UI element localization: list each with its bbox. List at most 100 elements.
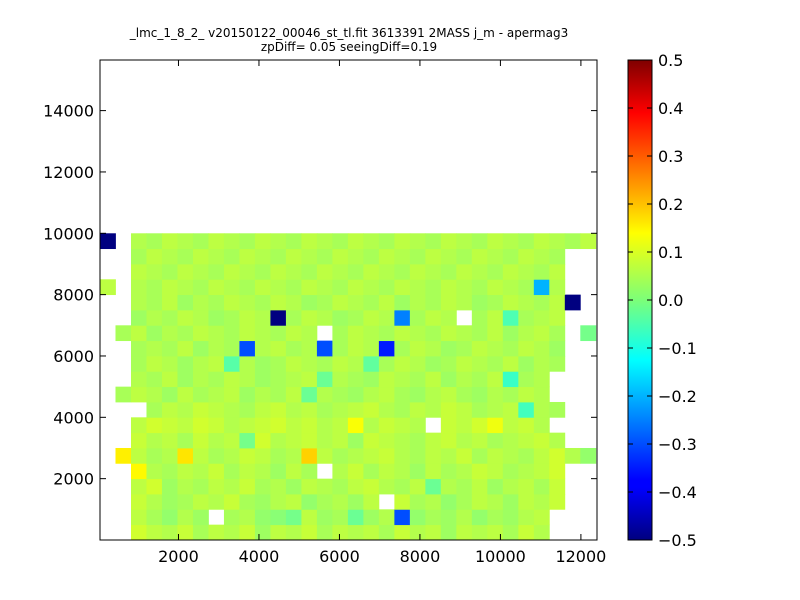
- heatmap-cell: [425, 263, 442, 280]
- heatmap-cell: [363, 263, 380, 280]
- heatmap-cell: [394, 340, 411, 357]
- heatmap-cell: [502, 463, 519, 480]
- heatmap-cell: [223, 340, 240, 357]
- heatmap-cell: [254, 248, 271, 265]
- title-line-2: zpDiff= 0.05 seeingDiff=0.19: [261, 40, 437, 54]
- heatmap-cell: [316, 401, 333, 418]
- heatmap-cell: [239, 325, 256, 342]
- heatmap-cell: [223, 325, 240, 342]
- heatmap-cell: [394, 417, 411, 434]
- heatmap-cell: [549, 248, 566, 265]
- heatmap-cell: [502, 509, 519, 526]
- heatmap-cell: [471, 309, 488, 326]
- heatmap-cell: [146, 463, 163, 480]
- heatmap-cell: [549, 401, 566, 418]
- heatmap-cell: [161, 509, 178, 526]
- heatmap-cell: [301, 478, 318, 495]
- heatmap-cell: [347, 325, 364, 342]
- heatmap-cell: [502, 279, 519, 296]
- heatmap-cell: [316, 371, 333, 388]
- heatmap-cell: [564, 447, 581, 464]
- heatmap-cell: [440, 279, 457, 296]
- heatmap-cell: [177, 524, 194, 541]
- heatmap-cell: [518, 478, 535, 495]
- heatmap-cell: [347, 463, 364, 480]
- heatmap-cell: [208, 386, 225, 403]
- heatmap-cell: [440, 294, 457, 311]
- heatmap-cell: [471, 478, 488, 495]
- x-tick-label: 8000: [400, 547, 441, 566]
- heatmap-cell: [487, 279, 504, 296]
- heatmap-cell: [425, 340, 442, 357]
- heatmap-cell: [316, 279, 333, 296]
- heatmap-cell: [208, 447, 225, 464]
- heatmap-cell: [332, 447, 349, 464]
- heatmap-cell: [270, 493, 287, 510]
- heatmap-cell: [440, 325, 457, 342]
- heatmap-cell: [378, 263, 395, 280]
- heatmap-cell: [177, 263, 194, 280]
- heatmap-cell: [533, 509, 550, 526]
- heatmap-cell: [425, 371, 442, 388]
- heatmap-cell: [440, 524, 457, 541]
- heatmap-cell: [177, 478, 194, 495]
- heatmap-cell: [549, 432, 566, 449]
- heatmap-cell: [223, 294, 240, 311]
- heatmap-cell: [254, 478, 271, 495]
- heatmap-cell: [254, 401, 271, 418]
- heatmap-cell: [440, 248, 457, 265]
- heatmap-cell: [347, 355, 364, 372]
- heatmap-cell: [285, 233, 302, 250]
- heatmap-cell: [425, 493, 442, 510]
- heatmap-cell: [285, 279, 302, 296]
- heatmap-cell: [161, 233, 178, 250]
- heatmap-cell: [161, 309, 178, 326]
- heatmap-cell: [130, 493, 147, 510]
- heatmap-cell: [425, 309, 442, 326]
- heatmap-cell: [471, 233, 488, 250]
- heatmap-cell: [146, 309, 163, 326]
- heatmap-cell: [549, 478, 566, 495]
- heatmap-cell: [518, 463, 535, 480]
- heatmap-cell: [239, 432, 256, 449]
- heatmap-cell: [502, 478, 519, 495]
- heatmap-cells: [100, 233, 597, 541]
- heatmap-cell: [394, 432, 411, 449]
- heatmap-cell: [115, 386, 132, 403]
- heatmap-cell: [363, 478, 380, 495]
- heatmap-cell: [301, 263, 318, 280]
- heatmap-cell: [471, 493, 488, 510]
- heatmap-cell: [409, 294, 426, 311]
- y-axis: 2000 4000 6000 8000 10000 12000 14000: [43, 102, 597, 489]
- heatmap-cell: [518, 493, 535, 510]
- chart-title: _lmc_1_8_2_ v20150122_00046_st_tl.fit 36…: [129, 26, 568, 54]
- heatmap-cell: [533, 371, 550, 388]
- heatmap-cell: [223, 355, 240, 372]
- colorbar-tick-label: 0.5: [658, 51, 683, 70]
- heatmap-cell: [518, 248, 535, 265]
- heatmap-cell: [223, 401, 240, 418]
- heatmap-cell: [378, 279, 395, 296]
- heatmap-cell: [270, 386, 287, 403]
- heatmap-cell: [130, 463, 147, 480]
- y-tick-label: 6000: [53, 347, 94, 366]
- heatmap-cell: [130, 248, 147, 265]
- heatmap-cell: [471, 263, 488, 280]
- heatmap-cell: [239, 478, 256, 495]
- heatmap-cell: [146, 401, 163, 418]
- heatmap-cell: [208, 432, 225, 449]
- heatmap-cell: [285, 325, 302, 342]
- x-tick-label: 2000: [158, 547, 199, 566]
- heatmap-cell: [254, 524, 271, 541]
- heatmap-cell: [378, 509, 395, 526]
- heatmap-cell: [518, 417, 535, 434]
- heatmap-cell: [378, 524, 395, 541]
- heatmap-cell: [332, 248, 349, 265]
- heatmap-cell: [409, 509, 426, 526]
- heatmap-cell: [471, 325, 488, 342]
- heatmap-cell: [533, 432, 550, 449]
- heatmap-cell: [130, 386, 147, 403]
- heatmap-cell: [332, 325, 349, 342]
- heatmap-cell: [518, 524, 535, 541]
- heatmap-cell: [254, 325, 271, 342]
